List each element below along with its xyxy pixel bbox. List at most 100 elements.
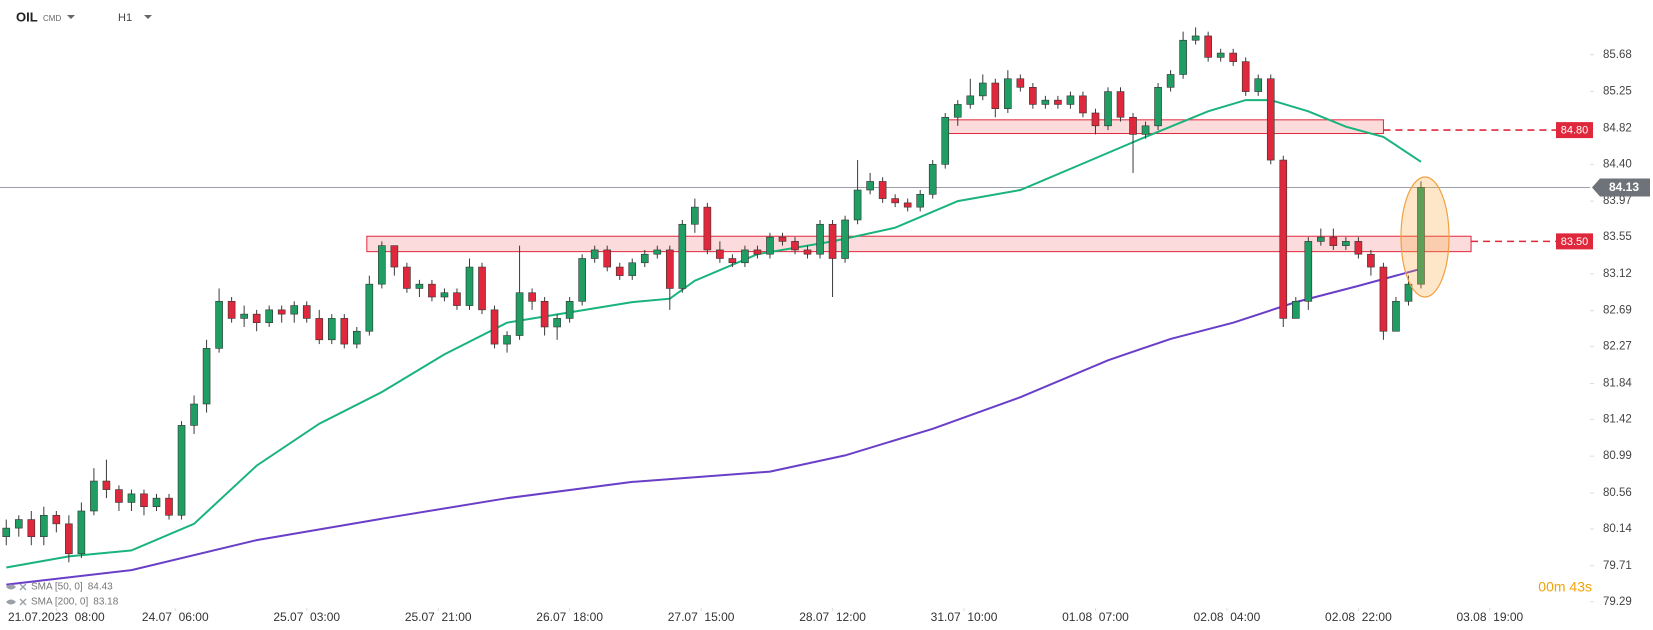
candle-body	[953, 104, 962, 118]
candle-body	[1342, 241, 1350, 246]
y-tick-label: 84.40	[1603, 158, 1632, 170]
candle-body	[665, 249, 674, 289]
candle-body	[390, 245, 399, 268]
candle-body	[728, 258, 737, 264]
candle-body	[365, 283, 374, 332]
current-price-label: 84.13	[1609, 180, 1639, 194]
symbol-dropdown[interactable]	[67, 15, 75, 19]
candle-body	[290, 305, 299, 315]
legend-eye-icon	[6, 599, 16, 605]
y-tick-label: 83.55	[1603, 231, 1632, 243]
candle-body	[1241, 61, 1250, 92]
candle-body	[678, 223, 687, 289]
legend-remove-icon	[19, 598, 27, 606]
candle-body	[878, 181, 887, 199]
candle-body	[866, 181, 874, 191]
legend-value: 83.18	[93, 597, 118, 608]
candle-body	[1191, 35, 1200, 41]
toolbar: OIL CMD H1	[16, 9, 152, 24]
y-tick-label: 82.27	[1603, 341, 1632, 353]
y-tick-label: 85.68	[1603, 49, 1632, 61]
level-zone	[944, 119, 1384, 135]
x-tick-label: 21.07.2023 08:00	[8, 610, 105, 624]
candle-body	[778, 236, 787, 242]
candle-body	[102, 480, 111, 490]
candle-body	[65, 523, 73, 555]
sma-line	[6, 267, 1422, 586]
candle-body	[978, 82, 987, 97]
current-price-box	[1592, 178, 1650, 197]
candle-body	[628, 262, 637, 276]
candle-body	[1054, 99, 1062, 105]
candle-body	[77, 510, 86, 555]
y-tick-label: 83.12	[1603, 268, 1632, 280]
candle-body	[27, 519, 36, 537]
y-tick-label: 80.56	[1603, 487, 1632, 499]
symbol[interactable]: OIL	[16, 9, 38, 24]
y-tick-label: 79.71	[1603, 560, 1632, 572]
candle-body	[1204, 35, 1212, 58]
candle-body	[40, 514, 48, 537]
candle-body	[440, 292, 449, 298]
candle-body	[190, 403, 198, 426]
candle-body	[903, 202, 912, 208]
candle-body	[315, 318, 324, 341]
legend-value: 84.43	[88, 582, 113, 593]
candle-body	[1016, 78, 1025, 88]
candle-body	[1392, 300, 1400, 332]
candle-body	[540, 300, 549, 328]
candle-body	[528, 292, 536, 302]
candle-body	[465, 266, 474, 306]
x-tick-label: 25.07 03:00	[273, 610, 340, 624]
y-tick-label: 83.97	[1603, 195, 1632, 207]
candle-body	[928, 164, 937, 195]
timeframe-dropdown[interactable]	[144, 15, 152, 19]
candle-body	[403, 266, 411, 289]
x-tick-label: 31.07 10:00	[931, 610, 998, 624]
candle-body	[1116, 91, 1125, 118]
candle-body	[428, 283, 436, 298]
candle-body	[2, 527, 11, 537]
candle-body	[1141, 125, 1150, 135]
candle-body	[515, 292, 524, 336]
candle-body	[565, 300, 574, 319]
candle-body	[1266, 78, 1275, 161]
candle-body	[140, 493, 148, 508]
candle-body	[841, 219, 849, 259]
x-tick-label: 01.08 07:00	[1062, 610, 1129, 624]
level-label: 83.50	[1561, 236, 1589, 248]
x-tick-label: 02.08 22:00	[1325, 610, 1392, 624]
candle-body	[240, 313, 248, 319]
x-tick-label: 28.07 12:00	[799, 610, 866, 624]
x-tick-label: 03.08 19:00	[1456, 610, 1523, 624]
candle-body	[353, 330, 361, 345]
timeframe[interactable]: H1	[118, 12, 132, 24]
x-tick-label: 02.08 04:00	[1194, 610, 1261, 624]
candle-body	[152, 497, 161, 508]
legend-name: SMA [200, 0]	[31, 597, 88, 608]
candle-body	[803, 249, 812, 255]
candle-body	[127, 493, 136, 503]
candle-body	[302, 305, 311, 319]
candle-body	[252, 313, 261, 323]
candle-body	[816, 223, 824, 255]
candle-body	[1029, 87, 1037, 105]
y-tick-label: 80.14	[1603, 523, 1632, 535]
candle-body	[1091, 112, 1100, 127]
y-tick-label: 79.29	[1603, 596, 1632, 608]
y-tick-label: 85.25	[1603, 86, 1632, 98]
candle-body	[90, 480, 98, 512]
candle-body	[265, 309, 273, 323]
level-label: 84.80	[1561, 125, 1589, 137]
candle-body	[327, 318, 336, 341]
candle-body	[1417, 187, 1425, 285]
candle-body	[1329, 236, 1338, 246]
candle-body	[891, 198, 899, 204]
candle-body	[1404, 283, 1413, 302]
candle-body	[1179, 39, 1187, 75]
y-tick-label: 82.69	[1603, 305, 1632, 317]
candle-body	[165, 497, 173, 516]
legend-eye-icon	[6, 584, 16, 590]
y-tick-label: 81.84	[1603, 377, 1632, 389]
